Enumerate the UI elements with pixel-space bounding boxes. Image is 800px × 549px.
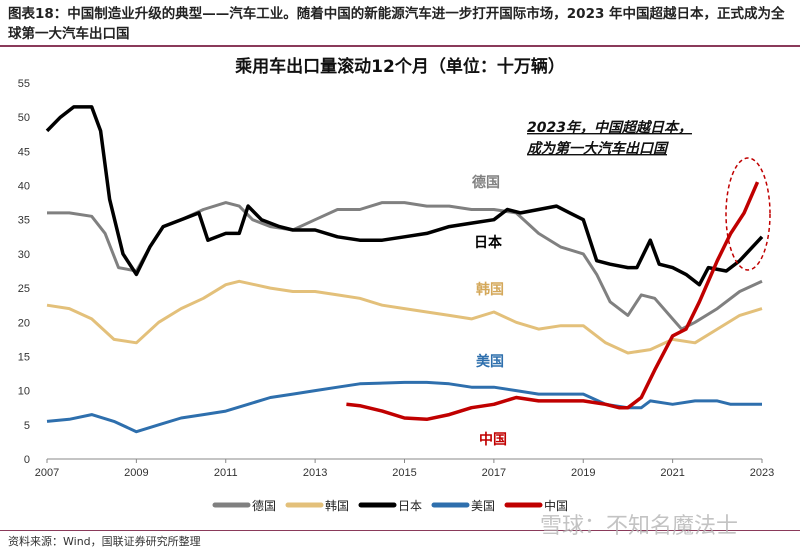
chart-title: 乘用车出口量滚动12个月（单位：十万辆） [235, 57, 565, 77]
legend-label: 德国 [252, 498, 276, 513]
x-tick-label: 2021 [660, 467, 684, 479]
x-tick-label: 2023 [750, 467, 774, 479]
annotation-text: 成为第一大汽车出口国 [526, 140, 669, 157]
x-tick-label: 2007 [35, 467, 59, 479]
y-tick-label: 30 [18, 249, 30, 261]
x-tick-label: 2019 [571, 467, 595, 479]
series-line-日本 [45, 105, 764, 287]
source-note: 资料来源：Wind，国联证券研究所整理 [8, 535, 201, 548]
y-tick-label: 50 [18, 112, 30, 124]
x-tick-label: 2009 [124, 467, 148, 479]
series-label: 中国 [479, 431, 507, 448]
series-label: 韩国 [476, 281, 504, 298]
y-tick-label: 20 [18, 317, 30, 329]
legend-label: 韩国 [325, 498, 349, 513]
y-tick-label: 35 [18, 215, 30, 227]
series-line-德国 [47, 201, 763, 331]
y-tick-label: 40 [18, 181, 30, 193]
series-line-美国 [46, 380, 762, 434]
x-tick-label: 2011 [214, 467, 238, 479]
highlight-ellipse [725, 157, 771, 271]
y-tick-label: 10 [18, 386, 30, 398]
divider [0, 530, 800, 531]
series-line-中国 [346, 181, 760, 422]
y-tick-label: 45 [18, 146, 30, 158]
watermark: 雪球：不知名魔法士 [540, 514, 739, 539]
x-tick-label: 2015 [392, 467, 416, 479]
y-tick-label: 0 [24, 454, 30, 466]
y-tick-label: 5 [24, 420, 30, 432]
legend-label: 日本 [398, 499, 422, 513]
series-label: 日本 [474, 234, 503, 251]
series-label: 德国 [472, 174, 500, 191]
series-line-韩国 [46, 279, 763, 355]
x-tick-label: 2017 [482, 467, 506, 479]
figure-caption: 图表18：中国制造业升级的典型——汽车工业。随着中国的新能源汽车进一步打开国际市… [8, 6, 785, 42]
y-tick-label: 55 [18, 78, 30, 90]
x-tick-label: 2013 [303, 467, 327, 479]
y-tick-label: 25 [18, 283, 30, 295]
legend-label: 美国 [471, 499, 495, 513]
y-tick-label: 15 [18, 351, 30, 363]
legend-label: 中国 [544, 498, 568, 513]
divider [0, 45, 800, 47]
series-label: 美国 [476, 353, 504, 370]
annotation-text: 2023年，中国超越日本， [527, 119, 692, 136]
